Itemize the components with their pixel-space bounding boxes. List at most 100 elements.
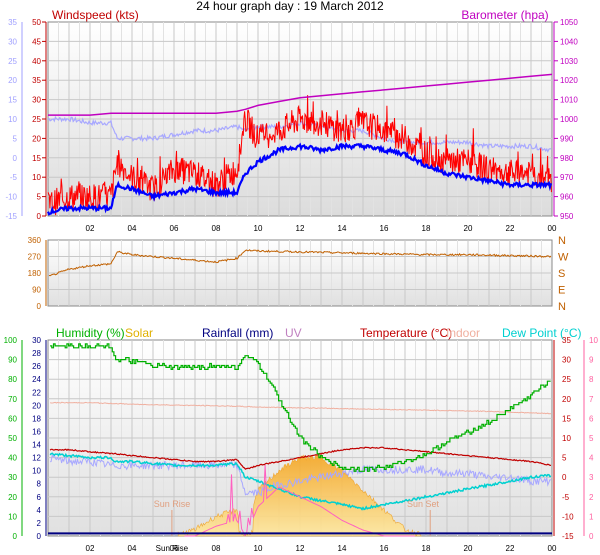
rain-tick-label: 0 (37, 532, 42, 541)
uv-tick-label: 7 (589, 395, 594, 404)
panel2-grid (48, 240, 552, 306)
barometer-series (48, 73, 553, 116)
humidity-tick-label: 80 (8, 375, 17, 384)
x-tick-label: 10 (254, 544, 263, 553)
indoor-series (49, 401, 552, 415)
rain-tick-label: 18 (32, 414, 41, 423)
temp-tick-label: 10 (562, 434, 571, 443)
temp-tick-label: 20 (562, 395, 571, 404)
baro-tick-label: 960 (560, 193, 574, 202)
baro-tick-label: 1050 (560, 18, 578, 27)
wind-tick-label: 25 (32, 115, 41, 124)
rain-tick-label: 4 (37, 506, 42, 515)
baro-tick-label: 950 (560, 212, 574, 221)
baro-tick-label: 990 (560, 134, 574, 143)
rain-tick-label: 26 (32, 362, 41, 371)
rain-tick-label: 8 (37, 480, 42, 489)
rain-tick-label: 22 (32, 388, 41, 397)
wind-direction-series (48, 249, 552, 277)
uv-tick-label: 3 (589, 473, 594, 482)
humidity-tick-label: 20 (8, 493, 17, 502)
temperature-lilac-series (50, 453, 552, 497)
sun-rise-label: Sun Rise (154, 499, 191, 509)
temp-tick-label: 25 (562, 375, 571, 384)
temp-tick-label: 5 (13, 134, 18, 143)
x-tick-label: 10 (254, 224, 263, 233)
x-tick-label: 00 (548, 544, 557, 553)
temp-tick-label: 0 (13, 154, 18, 163)
x-tick-label: 12 (296, 224, 305, 233)
uv-tick-label: 4 (589, 454, 594, 463)
wind-tick-label: 45 (32, 37, 41, 46)
x-tick-label: 04 (128, 224, 137, 233)
temperature-series (49, 446, 552, 470)
x-tick-label: 20 (464, 544, 473, 553)
humidity-tick-label: 100 (4, 336, 18, 345)
baro-tick-label: 1040 (560, 37, 578, 46)
x-tick-label: 06 (170, 224, 179, 233)
temp-tick-label: 35 (562, 336, 571, 345)
wind-tick-label: 40 (32, 57, 41, 66)
sun-set-label: Sun Set (407, 499, 440, 509)
temperature-series (47, 115, 552, 153)
panel2-series (48, 249, 552, 277)
panel1-series (46, 73, 553, 216)
uv-tick-label: 0 (589, 532, 594, 541)
temp-tick-label: 30 (562, 356, 571, 365)
wind-tick-label: 0 (37, 212, 42, 221)
wind-tick-label: 35 (32, 76, 41, 85)
baro-tick-label: 1030 (560, 57, 578, 66)
uv-tick-label: 1 (589, 512, 594, 521)
humidity-tick-label: 30 (8, 473, 17, 482)
dir-tick-label: 0 (37, 302, 42, 311)
temp-tick-label: -5 (10, 173, 18, 182)
legend-temperature: Temperature (°C) (360, 326, 452, 340)
uv-tick-label: 10 (589, 336, 598, 345)
rain-tick-label: 16 (32, 427, 41, 436)
legend-indoor: Indoor (446, 326, 480, 340)
humidity-tick-label: 10 (8, 512, 17, 521)
x-tick-label: 20 (464, 224, 473, 233)
humidity-tick-label: 0 (13, 532, 18, 541)
baro-tick-label: 1020 (560, 76, 578, 85)
legend-uv: UV (285, 326, 302, 340)
x-tick-label: 06 (170, 544, 179, 553)
sunrise-tick-label: Sun Rise (156, 544, 189, 553)
baro-tick-label: 980 (560, 154, 574, 163)
dir-tick-label: 90 (32, 286, 41, 295)
legend-dewpoint: Dew Point (°C) (502, 326, 581, 340)
legend-rainfall: Rainfall (mm) (202, 326, 273, 340)
temp-tick-label: -5 (562, 493, 570, 502)
panel3-series (48, 343, 552, 537)
panel1-left-title: Windspeed (kts) (52, 8, 139, 22)
compass-label: N (558, 235, 566, 247)
rain-tick-label: 12 (32, 454, 41, 463)
temp-tick-label: 15 (8, 96, 17, 105)
rain-tick-label: 30 (32, 336, 41, 345)
humidity-series (50, 343, 551, 472)
x-tick-label: 18 (422, 544, 431, 553)
uv-tick-label: 5 (589, 434, 594, 443)
rain-tick-label: 6 (37, 493, 42, 502)
x-tick-label: 02 (86, 224, 95, 233)
baro-tick-label: 1000 (560, 115, 578, 124)
temp-tick-label: -15 (5, 212, 17, 221)
compass-label: S (558, 268, 565, 280)
rain-tick-label: 28 (32, 349, 41, 358)
x-tick-label: 16 (380, 224, 389, 233)
wind-average-series (46, 141, 553, 216)
compass-label: N (558, 301, 566, 313)
baro-tick-label: 1010 (560, 96, 578, 105)
humidity-tick-label: 70 (8, 395, 17, 404)
x-tick-label: 18 (422, 224, 431, 233)
uv-tick-label: 2 (589, 493, 594, 502)
temp-tick-label: 35 (8, 18, 17, 27)
chart-title: 24 hour graph day : 19 March 2012 (196, 0, 384, 13)
wind-tick-label: 5 (37, 193, 42, 202)
wind-tick-label: 20 (32, 134, 41, 143)
x-tick-label: 02 (86, 544, 95, 553)
rain-tick-label: 24 (32, 375, 41, 384)
